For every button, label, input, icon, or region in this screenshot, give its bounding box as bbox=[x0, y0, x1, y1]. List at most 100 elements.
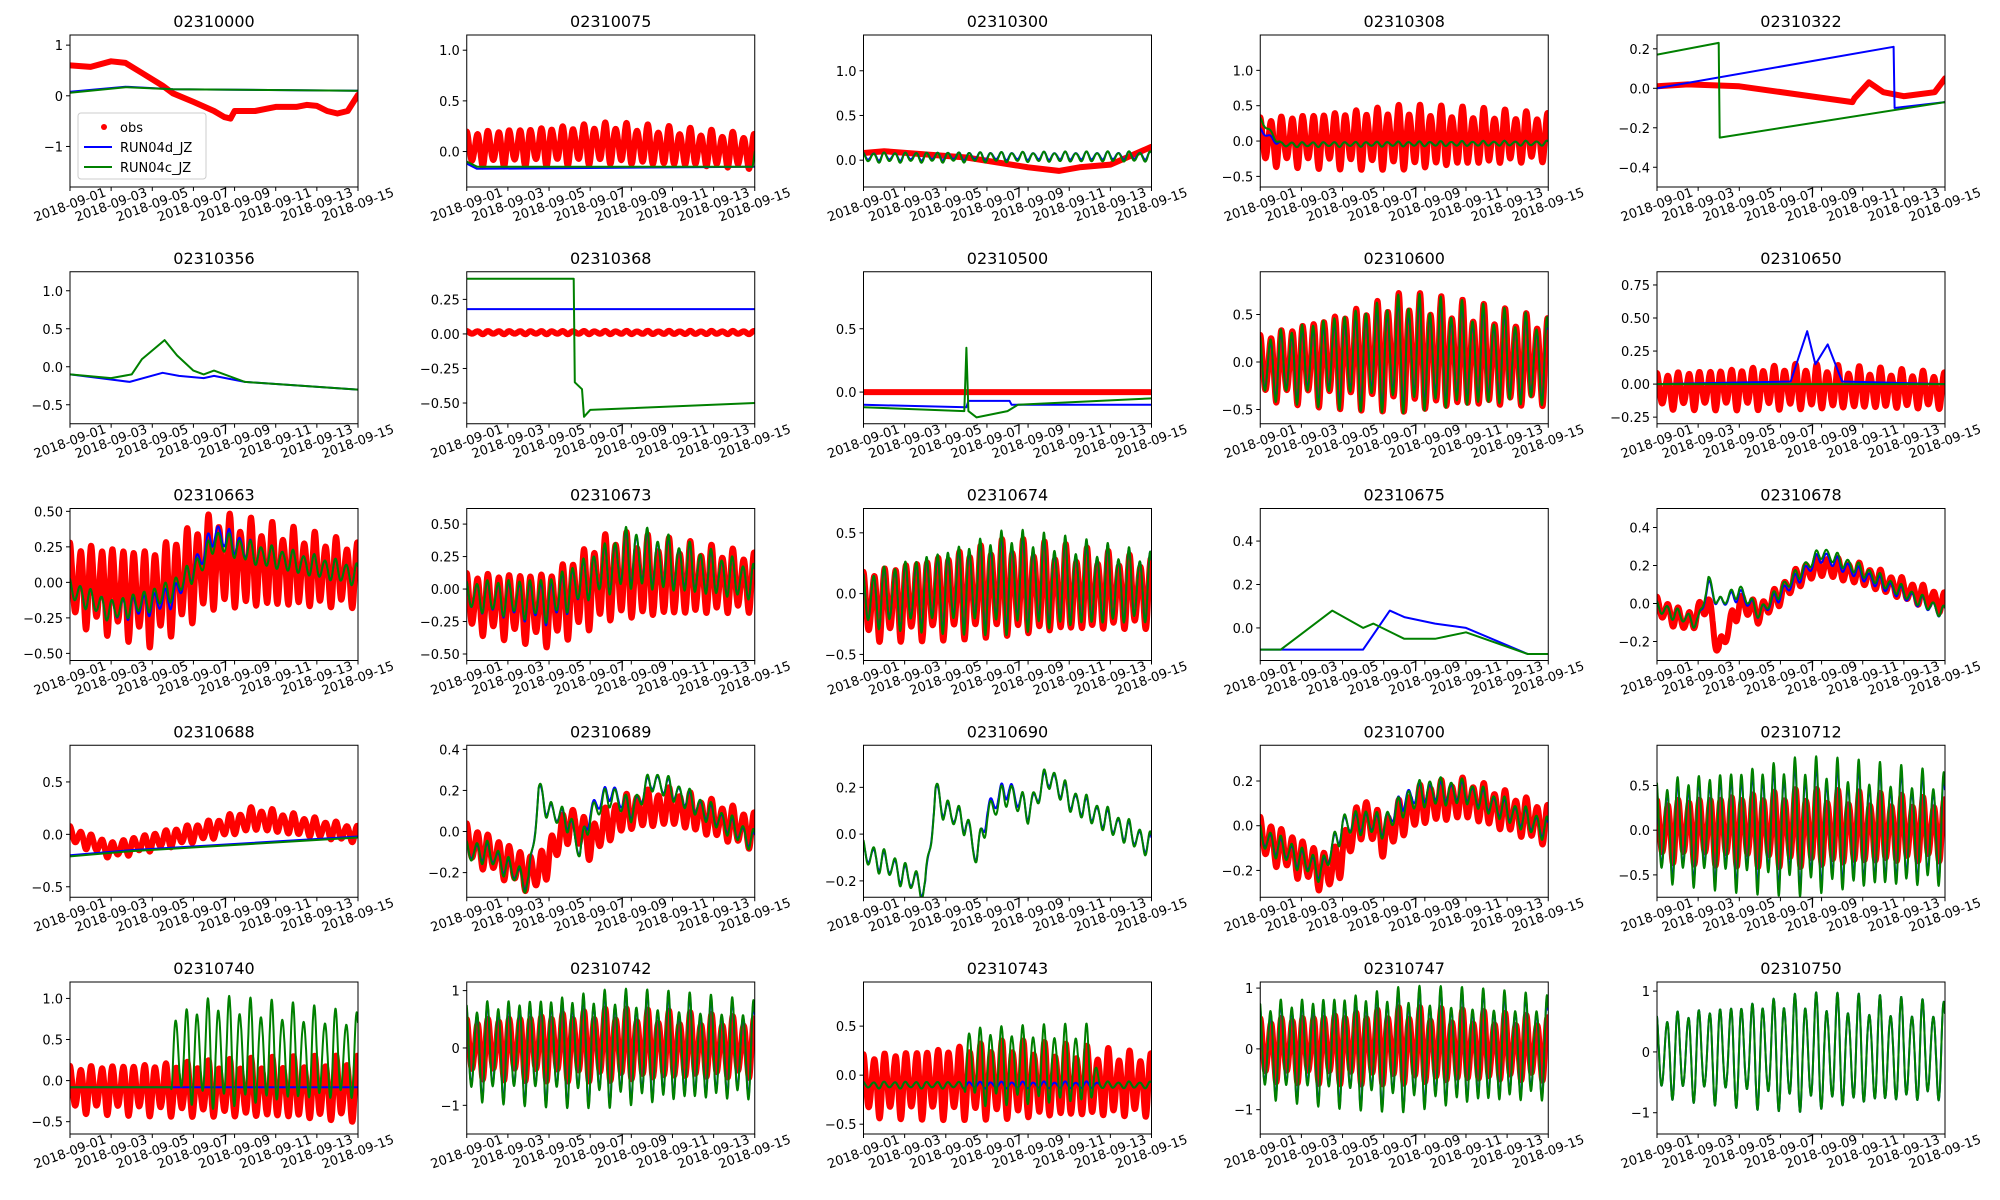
y-tick-label: 1 bbox=[55, 39, 63, 54]
y-tick-label: 0 bbox=[55, 90, 63, 105]
series-run04c-jz bbox=[863, 346, 1152, 419]
y-tick-label: 1 bbox=[1642, 985, 1650, 1000]
series-obs bbox=[70, 58, 358, 122]
y-tick-label: 1 bbox=[1245, 982, 1253, 997]
subplot-02310600: 02310600−0.50.00.52018-09-012018-09-0320… bbox=[1222, 249, 1587, 462]
y-tick-label: 0.4 bbox=[1629, 522, 1650, 537]
y-tick-label: 0.5 bbox=[836, 109, 857, 124]
series-run04c-jz bbox=[466, 987, 755, 1110]
y-tick-label: 0.5 bbox=[1233, 309, 1254, 324]
series-obs bbox=[1657, 75, 1945, 106]
subplot-title: 02310650 bbox=[1760, 249, 1841, 268]
series-run04c-jz bbox=[466, 277, 755, 418]
series-group bbox=[1657, 548, 1945, 654]
y-tick-label: 0.5 bbox=[836, 1020, 857, 1035]
subplot-02310075: 023100750.00.51.02018-09-012018-09-03201… bbox=[429, 12, 793, 225]
axes-frame bbox=[69, 744, 359, 898]
y-tick-label: 0.5 bbox=[836, 527, 857, 542]
y-tick-label: 0 bbox=[1245, 1043, 1253, 1058]
subplot-title: 02310675 bbox=[1364, 486, 1445, 505]
y-tick-label: 0.5 bbox=[42, 323, 63, 338]
subplot-02310368: 02310368−0.50−0.250.000.252018-09-012018… bbox=[420, 249, 793, 462]
subplot-title: 02310500 bbox=[967, 249, 1048, 268]
y-tick-label: 0.0 bbox=[42, 1075, 63, 1090]
y-tick-label: 0.2 bbox=[836, 781, 857, 796]
series-obs bbox=[466, 529, 755, 651]
subplot-title: 02310356 bbox=[173, 249, 254, 268]
series-group bbox=[863, 143, 1152, 174]
y-tick-label: 0.0 bbox=[836, 588, 857, 603]
series-group bbox=[1657, 330, 1945, 414]
series-obs bbox=[1657, 553, 1945, 654]
axes-frame bbox=[1259, 271, 1549, 425]
legend-label: obs bbox=[120, 121, 143, 136]
series-obs bbox=[863, 1037, 1152, 1124]
series-run04c-jz bbox=[1657, 755, 1945, 898]
y-tick-label: 0.25 bbox=[431, 293, 460, 308]
axes-frame bbox=[863, 508, 1152, 661]
series-run04c-jz bbox=[1657, 991, 1945, 1113]
subplot-title: 02310674 bbox=[967, 486, 1048, 505]
axes-frame bbox=[466, 271, 756, 425]
y-tick-label: 0.0 bbox=[836, 386, 857, 401]
series-run04d-jz bbox=[1657, 45, 1945, 109]
y-tick-label: 0.0 bbox=[1233, 135, 1254, 150]
subplot-title: 02310308 bbox=[1364, 12, 1445, 31]
y-tick-label: 0.00 bbox=[431, 328, 460, 343]
series-obs bbox=[70, 804, 358, 861]
y-tick-label: 0.0 bbox=[42, 828, 63, 843]
subplot-title: 02310322 bbox=[1760, 12, 1841, 31]
axes-frame bbox=[466, 508, 756, 661]
y-tick-label: −0.5 bbox=[1618, 869, 1650, 884]
series-run04c-jz bbox=[466, 150, 755, 168]
y-tick-label: 0.2 bbox=[1233, 579, 1254, 594]
y-tick-label: 0.5 bbox=[42, 776, 63, 791]
series-group bbox=[1260, 609, 1549, 655]
y-tick-label: 0.0 bbox=[439, 826, 460, 841]
subplot-02310743: 02310743−0.50.00.52018-09-012018-09-0320… bbox=[825, 959, 1190, 1172]
axes-frame bbox=[1259, 744, 1549, 898]
y-tick-label: −0.5 bbox=[31, 399, 63, 414]
y-tick-label: 0.25 bbox=[431, 551, 460, 566]
series-obs bbox=[70, 1052, 358, 1125]
series-run04c-jz bbox=[1260, 776, 1549, 883]
subplot-02310690: 02310690−0.20.00.22018-09-012018-09-0320… bbox=[825, 722, 1190, 935]
series-run04d-jz bbox=[863, 399, 1152, 409]
axes-frame bbox=[1259, 981, 1549, 1135]
y-tick-label: 0.0 bbox=[1233, 356, 1254, 371]
axes-frame bbox=[1656, 508, 1946, 661]
y-tick-label: 0 bbox=[1642, 1046, 1650, 1061]
series-group bbox=[863, 768, 1152, 898]
subplot-title: 02310300 bbox=[967, 12, 1048, 31]
y-tick-label: 0.0 bbox=[836, 154, 857, 169]
series-obs bbox=[863, 143, 1152, 174]
y-tick-label: 0.4 bbox=[439, 743, 460, 758]
subplot-title: 02310747 bbox=[1364, 959, 1445, 978]
subplot-title: 02310688 bbox=[173, 722, 254, 741]
y-tick-label: 1.0 bbox=[439, 44, 460, 59]
axes-frame bbox=[863, 34, 1152, 188]
series-run04c-jz bbox=[863, 768, 1152, 898]
subplot-02310300: 023103000.00.51.02018-09-012018-09-03201… bbox=[826, 12, 1190, 225]
series-group bbox=[466, 773, 755, 895]
y-tick-label: 0.0 bbox=[1629, 598, 1650, 613]
y-tick-label: 0.75 bbox=[1621, 279, 1650, 294]
series-group bbox=[70, 804, 358, 861]
y-tick-label: −1 bbox=[1234, 1104, 1253, 1119]
series-run04c-jz bbox=[70, 994, 358, 1110]
subplot-title: 02310673 bbox=[570, 486, 651, 505]
y-tick-label: 0.0 bbox=[836, 1069, 857, 1084]
y-tick-label: −1 bbox=[44, 140, 63, 155]
y-tick-label: −0.25 bbox=[1610, 411, 1650, 426]
y-tick-label: −0.5 bbox=[1222, 404, 1254, 419]
series-group bbox=[863, 528, 1152, 645]
y-tick-label: 0.5 bbox=[439, 95, 460, 110]
subplot-02310650: 02310650−0.250.000.250.500.752018-09-012… bbox=[1610, 249, 1983, 462]
axes-frame bbox=[863, 981, 1152, 1135]
subplot-title: 02310368 bbox=[570, 249, 651, 268]
y-tick-label: 0.00 bbox=[1621, 378, 1650, 393]
series-group bbox=[70, 58, 358, 122]
y-tick-label: 0.0 bbox=[1233, 622, 1254, 637]
y-tick-label: −0.2 bbox=[1222, 864, 1254, 879]
